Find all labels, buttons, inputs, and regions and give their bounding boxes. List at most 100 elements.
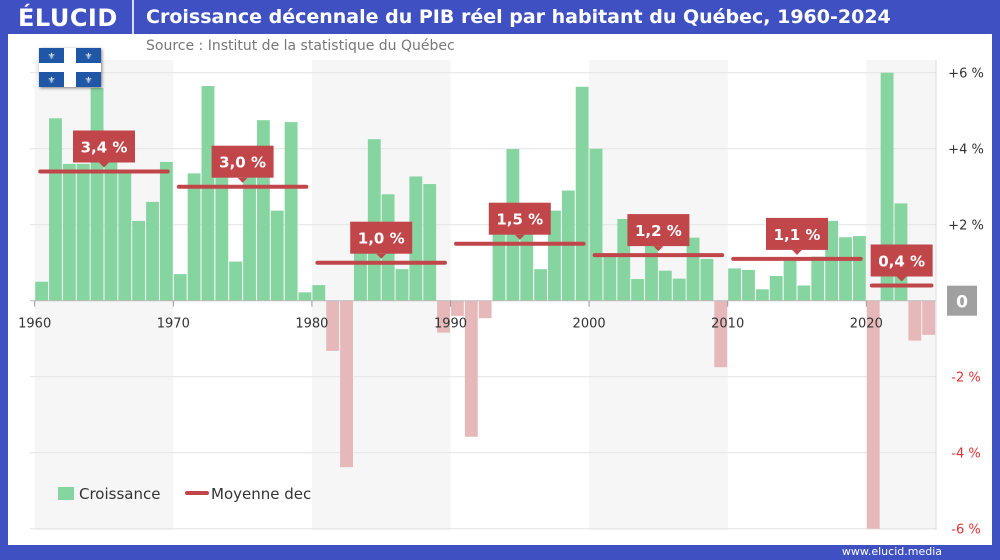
bar-1971 <box>187 173 201 301</box>
bar-2006 <box>672 278 686 301</box>
bar-1992 <box>478 300 492 319</box>
decade-average-label: 0,4 % <box>870 244 933 282</box>
label-box <box>488 202 551 235</box>
label-pointer <box>237 177 248 183</box>
bar-1981 <box>326 300 340 351</box>
legend-label-croissance: Croissance <box>79 485 160 503</box>
bar-1995 <box>520 232 534 301</box>
x-tick-label: 1970 <box>157 317 190 332</box>
decade-average-label: 1,1 % <box>766 217 828 255</box>
bar-1984 <box>367 139 381 301</box>
bar-2024 <box>922 300 936 335</box>
bar-2015 <box>797 285 811 301</box>
legend-swatch-croissance <box>58 487 74 500</box>
bar-1970 <box>173 274 187 301</box>
average-value: 1,2 % <box>635 222 682 240</box>
bar-1969 <box>159 162 173 301</box>
bar-1993 <box>492 228 506 301</box>
label-box <box>766 217 828 250</box>
chart-title: Croissance décennale du PIB réel par hab… <box>146 6 891 28</box>
y-tick-label: -4 % <box>951 447 980 462</box>
svg-text:⚜: ⚜ <box>84 52 92 62</box>
bar-1960 <box>35 281 49 301</box>
bar-1989 <box>437 300 450 333</box>
bar-1982 <box>340 300 353 468</box>
header: ÉLUCID Croissance décennale du PIB réel … <box>0 0 1000 34</box>
bar-2004 <box>645 241 658 301</box>
bar-1964 <box>90 87 104 301</box>
bar-1980 <box>312 285 326 301</box>
bar-1962 <box>62 163 76 301</box>
bar-2021 <box>880 72 894 301</box>
bar-1987 <box>409 176 423 301</box>
bar-2007 <box>686 237 700 301</box>
bar-2005 <box>658 270 672 301</box>
bar-1997 <box>548 210 561 301</box>
decade-average-label: 1,0 % <box>350 221 413 259</box>
bar-1968 <box>146 201 159 301</box>
label-pointer <box>99 162 109 168</box>
x-tick-label: 2010 <box>711 317 744 332</box>
bar-2001 <box>603 253 617 301</box>
label-pointer <box>514 234 525 240</box>
bar-1996 <box>534 269 548 301</box>
svg-text:⚜: ⚜ <box>47 52 55 62</box>
bar-1979 <box>298 292 312 301</box>
bar-2010 <box>728 268 742 301</box>
bar-2012 <box>755 289 769 301</box>
label-pointer <box>376 253 387 259</box>
bar-2020 <box>866 300 880 529</box>
bar-1991 <box>464 300 478 437</box>
bar-2008 <box>700 258 714 301</box>
bar-2009 <box>714 300 728 368</box>
bar-1963 <box>76 163 90 301</box>
bar-2000 <box>589 148 603 301</box>
average-value: 1,0 % <box>358 230 405 248</box>
average-value: 1,1 % <box>774 226 821 244</box>
y-tick-label: -2 % <box>951 371 980 386</box>
bar-1978 <box>284 122 298 301</box>
bar-1965 <box>104 160 118 301</box>
bar-1975 <box>243 175 256 301</box>
svg-text:⚜: ⚜ <box>47 76 55 86</box>
bar-1990 <box>451 300 464 316</box>
bar-2011 <box>742 269 755 301</box>
x-tick-label: 1980 <box>295 317 328 332</box>
x-tick-label: 2000 <box>573 317 606 332</box>
bar-2016 <box>811 256 825 301</box>
bar-1972 <box>201 86 215 301</box>
label-box <box>350 221 413 254</box>
bar-2019 <box>852 236 866 301</box>
decade-average-label: 1,2 % <box>627 214 690 252</box>
decade-average-label: 3,4 % <box>73 130 135 168</box>
bar-1988 <box>423 184 437 301</box>
x-tick-label: 1960 <box>18 317 51 332</box>
y-tick-label: +6 % <box>948 67 984 82</box>
bar-2023 <box>908 300 922 341</box>
header-divider <box>132 0 134 34</box>
website-link[interactable]: www.elucid.media <box>841 545 942 558</box>
bar-1967 <box>132 220 146 301</box>
bar-1961 <box>49 118 62 301</box>
label-box <box>73 130 135 163</box>
bar-1999 <box>575 86 589 301</box>
x-tick-label: 1990 <box>434 317 467 332</box>
label-box <box>870 244 933 277</box>
y-tick-label: +4 % <box>948 143 984 158</box>
bar-2003 <box>631 279 645 301</box>
y-tick-label: -6 % <box>951 523 980 538</box>
average-value: 3,4 % <box>81 139 128 157</box>
bar-2014 <box>783 260 797 301</box>
x-tick-label: 2020 <box>850 317 883 332</box>
decade-average-label: 3,0 % <box>211 145 274 183</box>
elucid-logo: ÉLUCID <box>18 4 118 32</box>
bar-1973 <box>215 176 229 301</box>
zero-badge <box>947 285 977 316</box>
average-value: 3,0 % <box>219 154 266 172</box>
label-pointer <box>792 249 802 255</box>
bar-2018 <box>839 237 852 301</box>
svg-text:⚜: ⚜ <box>84 76 92 86</box>
chart-source: Source : Institut de la statistique du Q… <box>146 38 455 54</box>
average-value: 0,4 % <box>878 253 925 271</box>
